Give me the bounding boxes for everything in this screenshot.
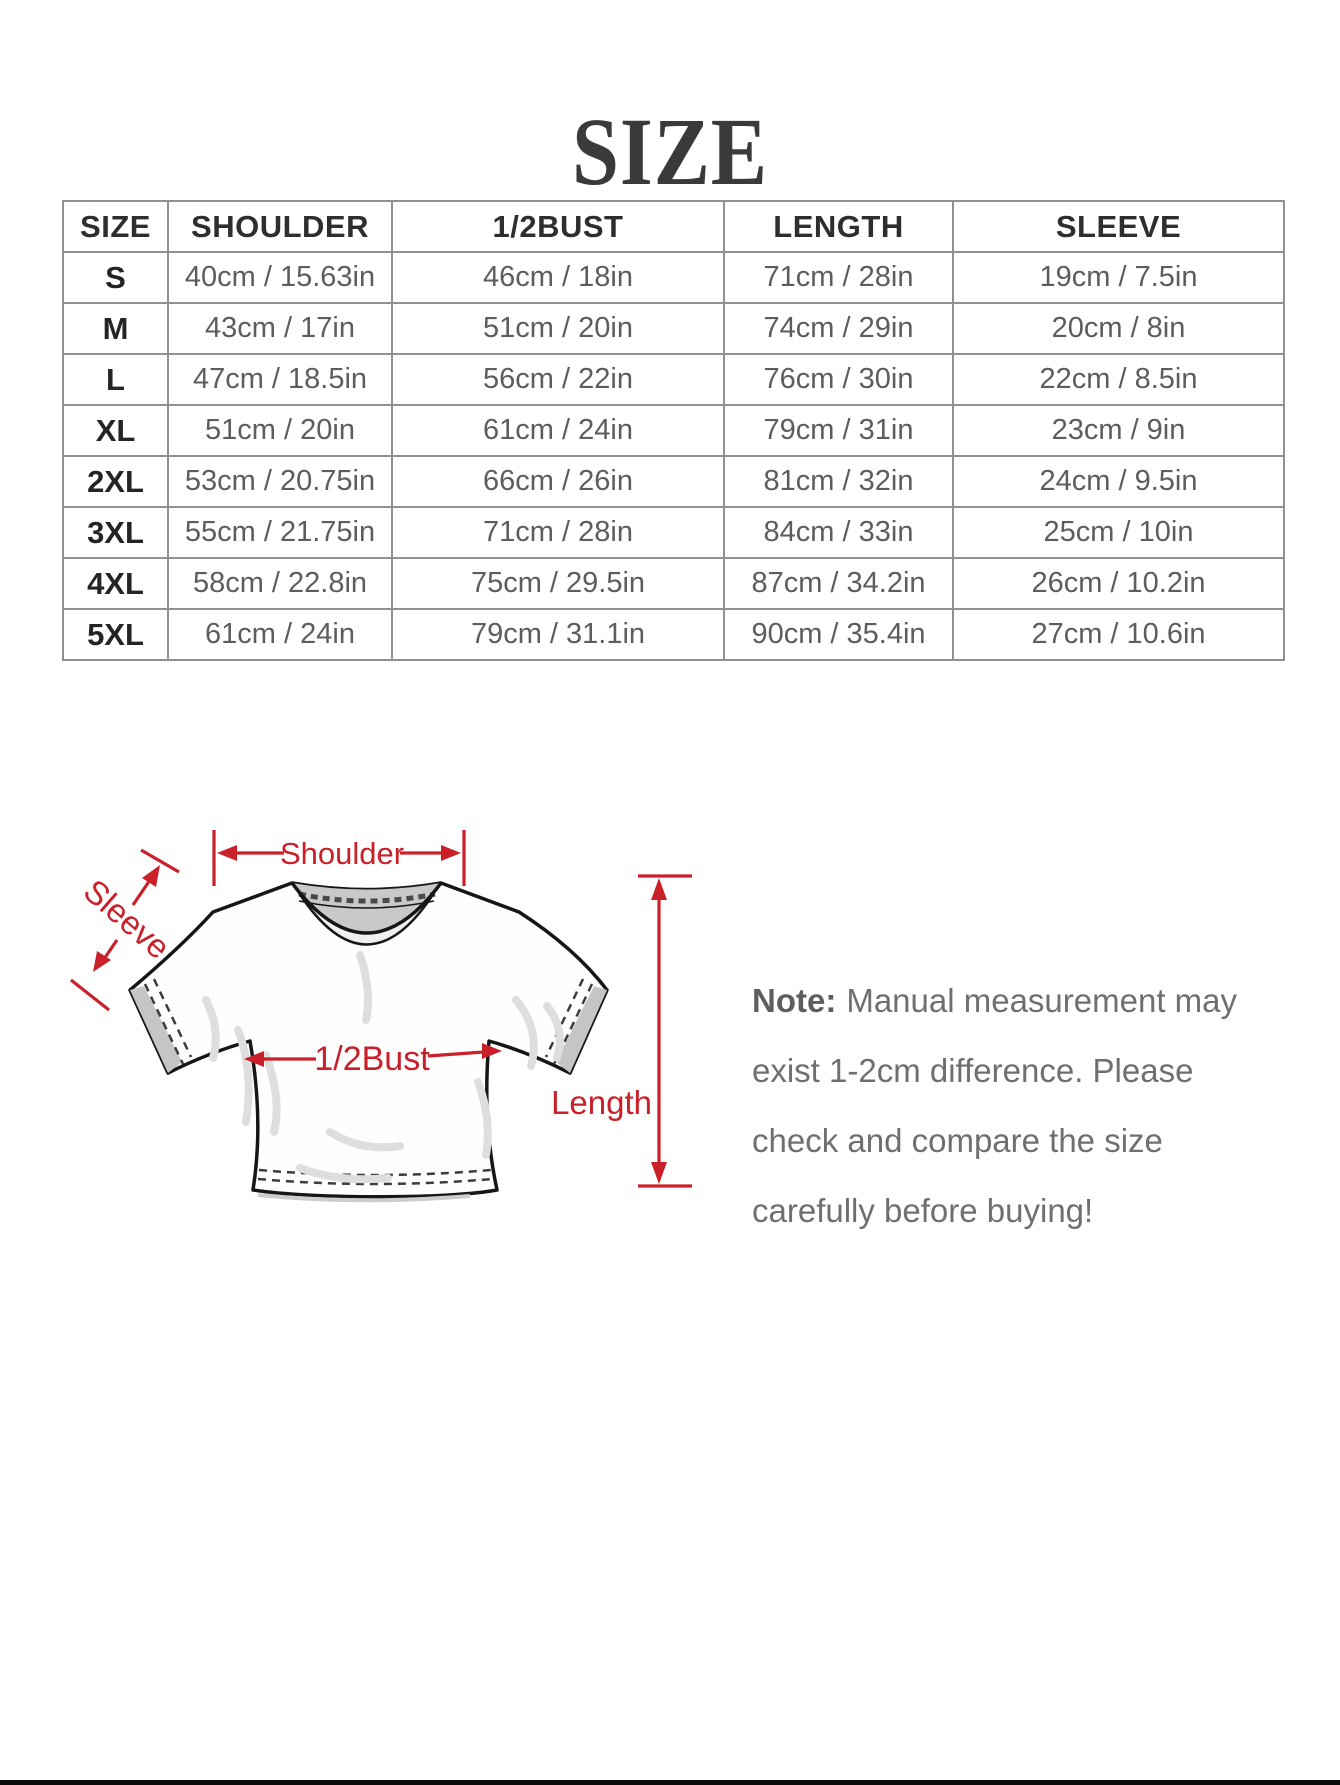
left-cuff	[130, 978, 193, 1073]
bust-cell: 79cm / 31.1in	[391, 608, 725, 661]
bust-cell: 75cm / 29.5in	[391, 557, 725, 610]
shoulder-cell: 53cm / 20.75in	[167, 455, 393, 508]
length-cell: 87cm / 34.2in	[723, 557, 954, 610]
table-row: XL 51cm / 20in 61cm / 24in 79cm / 31in 2…	[62, 404, 1285, 457]
bust-cell: 51cm / 20in	[391, 302, 725, 355]
size-table: SIZE SHOULDER 1/2BUST LENGTH SLEEVE S 40cm /…	[62, 200, 1285, 661]
table-row: 4XL 58cm / 22.8in 75cm / 29.5in 87cm / 3…	[62, 557, 1285, 610]
bottom-edge	[0, 1780, 1340, 1785]
table-row: L 47cm / 18.5in 56cm / 22in 76cm / 30in …	[62, 353, 1285, 406]
length-cell: 76cm / 30in	[723, 353, 954, 406]
table-row: M 43cm / 17in 51cm / 20in 74cm / 29in 20…	[62, 302, 1285, 355]
sleeve-cell: 26cm / 10.2in	[952, 557, 1285, 610]
note-label: Note:	[752, 982, 837, 1019]
size-cell: XL	[62, 404, 169, 457]
bust-cell: 66cm / 26in	[391, 455, 725, 508]
sleeve-cell: 23cm / 9in	[952, 404, 1285, 457]
shoulder-cell: 47cm / 18.5in	[167, 353, 393, 406]
shoulder-annotation: Shoulder	[212, 830, 466, 886]
column-header: SIZE	[62, 200, 169, 253]
table-row: 2XL 53cm / 20.75in 66cm / 26in 81cm / 32…	[62, 455, 1285, 508]
column-header: LENGTH	[723, 200, 954, 253]
note-line: exist 1-2cm difference. Please	[752, 1052, 1194, 1089]
measurement-diagram: Shoulder Sleeve 1/2Bust Lengt	[70, 830, 692, 1203]
length-cell: 84cm / 33in	[723, 506, 954, 559]
bust-annotation: 1/2Bust	[244, 1040, 502, 1078]
size-cell: M	[62, 302, 169, 355]
bust-cell: 71cm / 28in	[391, 506, 725, 559]
size-cell: S	[62, 251, 169, 304]
size-cell: 5XL	[62, 608, 169, 661]
length-cell: 90cm / 35.4in	[723, 608, 954, 661]
shoulder-label: Shoulder	[280, 836, 404, 871]
column-header: SLEEVE	[952, 200, 1285, 253]
column-header: 1/2BUST	[391, 200, 725, 253]
tshirt-drawing	[128, 881, 609, 1203]
bust-cell: 46cm / 18in	[391, 251, 725, 304]
note-line: carefully before buying!	[752, 1192, 1094, 1229]
size-cell: 3XL	[62, 506, 169, 559]
table-row: S 40cm / 15.63in 46cm / 18in 71cm / 28in…	[62, 251, 1285, 304]
length-annotation: Length	[551, 874, 692, 1188]
note-line: check and compare the size	[752, 1122, 1163, 1159]
shoulder-cell: 61cm / 24in	[167, 608, 393, 661]
table-row: 3XL 55cm / 21.75in 71cm / 28in 84cm / 33…	[62, 506, 1285, 559]
shoulder-cell: 40cm / 15.63in	[167, 251, 393, 304]
sleeve-cell: 27cm / 10.6in	[952, 608, 1285, 661]
shoulder-cell: 58cm / 22.8in	[167, 557, 393, 610]
length-cell: 79cm / 31in	[723, 404, 954, 457]
fold-shadows	[202, 951, 564, 1184]
bust-label: 1/2Bust	[314, 1040, 430, 1078]
size-cell: L	[62, 353, 169, 406]
column-header: SHOULDER	[167, 200, 393, 253]
size-cell: 2XL	[62, 455, 169, 508]
table-header-row: SIZE SHOULDER 1/2BUST LENGTH SLEEVE	[62, 200, 1285, 253]
sleeve-cell: 24cm / 9.5in	[952, 455, 1285, 508]
shoulder-cell: 55cm / 21.75in	[167, 506, 393, 559]
sleeve-cell: 25cm / 10in	[952, 506, 1285, 559]
note-block: Note: Manual measurement may exist 1-2cm …	[752, 966, 1242, 1246]
sleeve-cell: 19cm / 7.5in	[952, 251, 1285, 304]
bust-cell: 56cm / 22in	[391, 353, 725, 406]
note-line: Note: Manual measurement may	[752, 966, 1242, 1036]
note-text: Manual measurement may	[846, 982, 1237, 1019]
shoulder-cell: 51cm / 20in	[167, 404, 393, 457]
bust-cell: 61cm / 24in	[391, 404, 725, 457]
shoulder-cell: 43cm / 17in	[167, 302, 393, 355]
length-label: Length	[551, 1084, 652, 1121]
collar	[290, 881, 443, 946]
sleeve-cell: 22cm / 8.5in	[952, 353, 1285, 406]
table-row: 5XL 61cm / 24in 79cm / 31.1in 90cm / 35.…	[62, 608, 1285, 661]
sleeve-label: Sleeve	[77, 872, 177, 966]
length-cell: 81cm / 32in	[723, 455, 954, 508]
size-cell: 4XL	[62, 557, 169, 610]
page-title: SIZE	[571, 98, 769, 205]
sleeve-cell: 20cm / 8in	[952, 302, 1285, 355]
length-cell: 74cm / 29in	[723, 302, 954, 355]
length-cell: 71cm / 28in	[723, 251, 954, 304]
